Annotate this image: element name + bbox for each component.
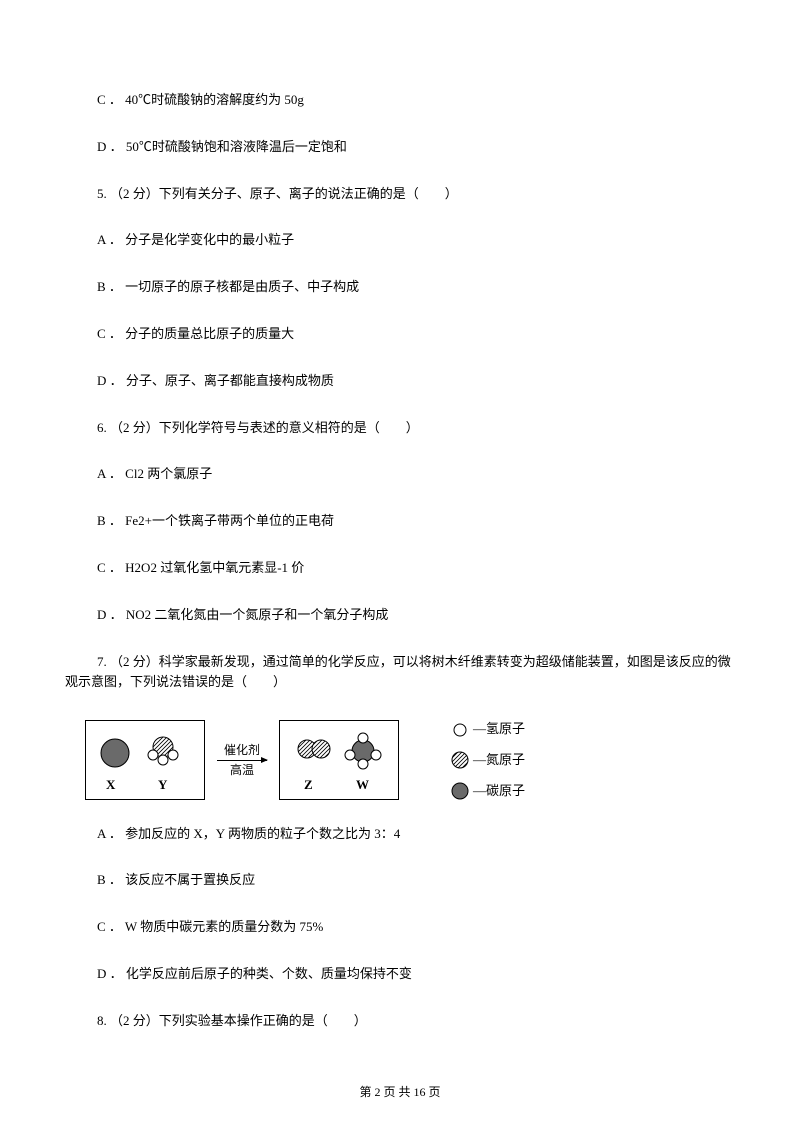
legend-hydrogen: —氢原子 [451,719,525,740]
legend-n-label: —氮原子 [473,750,525,771]
legend-h-label: —氢原子 [473,719,525,740]
label-x: X [106,775,115,796]
products-svg [285,725,393,795]
question-8: 8. （2 分）下列实验基本操作正确的是（ ） [65,1011,735,1032]
label-z: Z [304,775,313,796]
question-7: 7. （2 分）科学家最新发现，通过简单的化学反应，可以将树木纤维素转变为超级储… [65,652,735,694]
option-c-q5: C ． 分子的质量总比原子的质量大 [65,324,735,345]
option-a-q7: A ． 参加反应的 X，Y 两物质的粒子个数之比为 3：4 [65,824,735,845]
question-6: 6. （2 分）下列化学符号与表述的意义相符的是（ ） [65,418,735,439]
reaction-diagram: X Y 催化剂 高温 Z W —氢原子 —氮原子 [85,719,735,801]
catalyst-top: 催化剂 [224,741,260,760]
option-d-q6: D ． NO2 二氧化氮由一个氮原子和一个氧分子构成 [65,605,735,626]
legend-nitrogen: —氮原子 [451,750,525,771]
option-b-q7: B ． 该反应不属于置换反应 [65,870,735,891]
catalyst-bottom: 高温 [230,761,254,780]
option-c-q7: C ． W 物质中碳元素的质量分数为 75% [65,917,735,938]
option-d-q7: D ． 化学反应前后原子的种类、个数、质量均保持不变 [65,964,735,985]
option-d-q4: D ． 50℃时硫酸钠饱和溶液降温后一定饱和 [65,137,735,158]
question-5: 5. （2 分）下列有关分子、原子、离子的说法正确的是（ ） [65,184,735,205]
option-d-q5: D ． 分子、原子、离子都能直接构成物质 [65,371,735,392]
option-b-q5: B ． 一切原子的原子核都是由质子、中子构成 [65,277,735,298]
legend-c-label: —碳原子 [473,781,525,802]
reaction-arrow: 催化剂 高温 [217,741,267,780]
page-footer: 第 2 页 共 16 页 [0,1083,800,1102]
label-w: W [356,775,369,796]
label-y: Y [158,775,167,796]
reactants-box: X Y [85,720,205,800]
option-c-q4: C ． 40℃时硫酸钠的溶解度约为 50g [65,90,735,111]
option-c-q6: C ． H2O2 过氧化氢中氧元素显-1 价 [65,558,735,579]
products-box: Z W [279,720,399,800]
legend-carbon: —碳原子 [451,781,525,802]
option-a-q5: A ． 分子是化学变化中的最小粒子 [65,230,735,251]
option-a-q6: A ． Cl2 两个氯原子 [65,464,735,485]
option-b-q6: B ． Fe2+一个铁离子带两个单位的正电荷 [65,511,735,532]
atom-legend: —氢原子 —氮原子 —碳原子 [451,719,525,801]
